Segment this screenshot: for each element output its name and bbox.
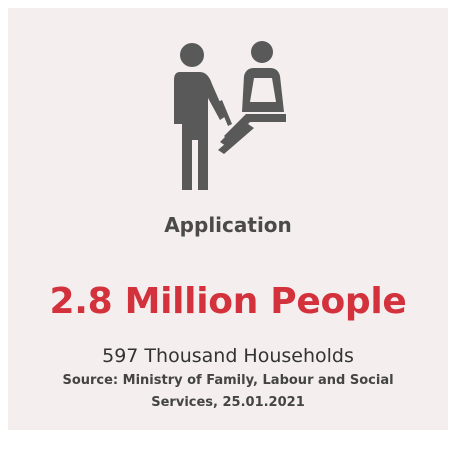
subheadline-stat: 597 Thousand Households: [102, 345, 354, 367]
source-note: Source: Ministry of Family, Labour and S…: [62, 373, 394, 410]
info-card: Application 2.8 Million People 597 Thous…: [8, 8, 448, 430]
category-label: Application: [164, 213, 292, 237]
headline-stat: 2.8 Million People: [49, 281, 407, 322]
application-desk-icon: [170, 40, 286, 190]
